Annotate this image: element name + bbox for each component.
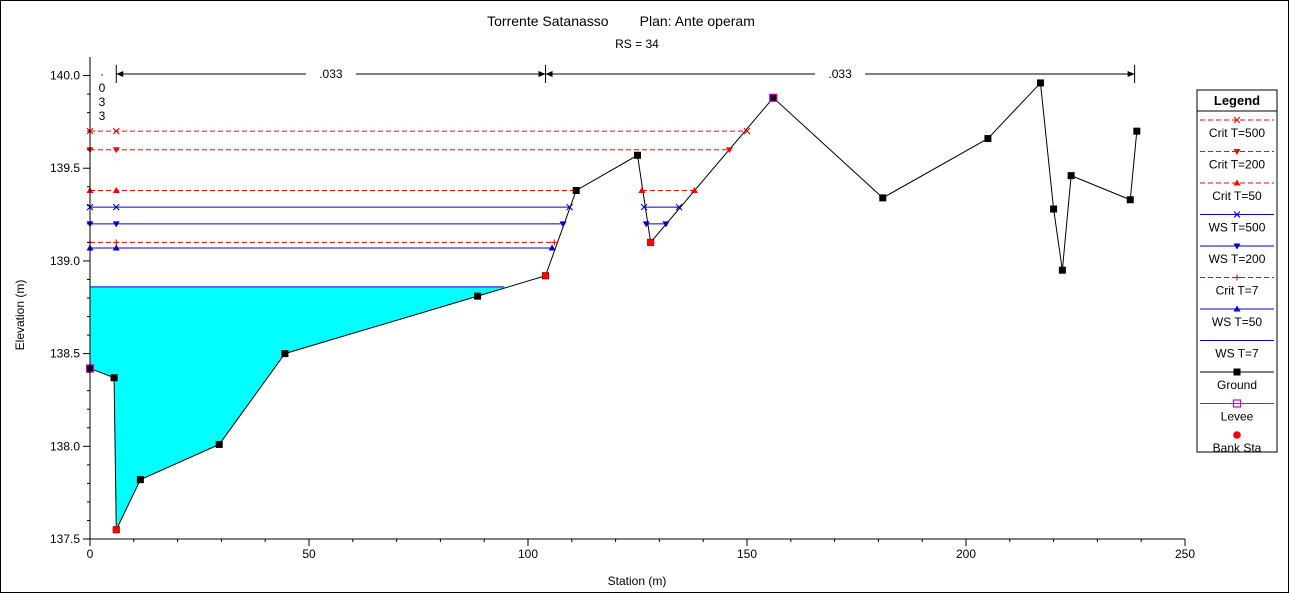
marker-crit-t-50 <box>690 186 698 193</box>
legend-swatch-marker <box>1233 368 1241 376</box>
chart-title: Torrente Satanasso Plan: Ante operam <box>487 13 755 29</box>
legend-swatch-marker <box>1233 243 1241 250</box>
marker-ws-t-200 <box>642 221 650 228</box>
ground-point <box>1126 196 1134 204</box>
bank-station-point <box>646 238 655 247</box>
legend-entry-label: WS T=200 <box>1209 252 1266 266</box>
left-bank-n-char: · <box>100 67 104 81</box>
marker-ws-t-500 <box>640 203 648 211</box>
x-axis-label: Station (m) <box>608 574 667 588</box>
marker-crit-t-200 <box>112 147 120 154</box>
marker-crit-t-7 <box>113 239 120 246</box>
marker-ws-t-500 <box>112 203 120 211</box>
water-fill-ws-t7 <box>90 286 509 530</box>
legend-entry-label: WS T=7 <box>1215 347 1259 361</box>
ground-point <box>572 186 580 194</box>
manning-arrowhead <box>538 71 546 77</box>
bank-station-point <box>541 271 550 280</box>
legend-swatch-marker <box>1233 211 1241 218</box>
ground-point <box>1067 172 1075 180</box>
x-tick-label: 200 <box>956 547 976 561</box>
ground-point <box>1036 79 1044 87</box>
marker-ws-t-500 <box>566 203 573 211</box>
marker-ws-t-200 <box>112 221 120 228</box>
legend-swatch-marker <box>1233 179 1241 186</box>
y-axis-label: Elevation (m) <box>13 280 27 351</box>
legend-box <box>1196 89 1278 453</box>
legend-swatch-marker <box>1233 431 1241 439</box>
ground-point <box>634 151 641 159</box>
levee-point <box>769 93 778 102</box>
legend-entry-label: Crit T=50 <box>1212 189 1262 203</box>
marker-crit-t-50 <box>112 186 120 193</box>
legend-swatch-marker <box>1234 274 1240 281</box>
marker-ws-t-200 <box>662 221 670 228</box>
ground-point <box>1058 266 1066 274</box>
x-tick-label: 250 <box>1175 547 1195 561</box>
legend-swatch-marker <box>1233 116 1241 124</box>
legend-swatch-marker <box>1232 399 1242 408</box>
y-tick-label: 138.0 <box>50 439 80 453</box>
marker-crit-t-500 <box>743 127 751 135</box>
legend-entry-label: WS T=500 <box>1209 221 1266 235</box>
legend: Legend Crit T=500 Crit T=200 Crit T=50 WS T=… <box>1196 89 1278 455</box>
ground-point <box>769 94 777 102</box>
marker-crit-t-500 <box>112 127 120 135</box>
marker-ws-t-50 <box>548 244 556 251</box>
legend-entry-label: Crit T=7 <box>1216 284 1259 298</box>
x-tick-label: 50 <box>302 547 316 561</box>
y-tick-label: 138.5 <box>50 347 80 361</box>
chart-subtitle: RS = 34 <box>615 37 659 51</box>
legend-entry-label: Crit T=500 <box>1209 126 1265 140</box>
y-tick-label: 139.5 <box>50 161 80 175</box>
manning-n-label: .033 <box>319 67 343 81</box>
legend-entry-label: WS T=50 <box>1212 315 1262 329</box>
ground-point <box>879 194 887 202</box>
marker-crit-t-50 <box>638 186 646 193</box>
x-tick-label: 100 <box>518 547 538 561</box>
manning-arrowhead <box>545 71 553 77</box>
legend-entry-label: Crit T=200 <box>1209 158 1265 172</box>
ground-point <box>110 374 118 382</box>
left-bank-n-char: 3 <box>99 109 106 123</box>
marker-ws-t-200 <box>559 221 567 228</box>
x-tick-label: 150 <box>737 547 757 561</box>
manning-arrowhead <box>1127 71 1135 77</box>
ground-point <box>1050 205 1058 213</box>
ground-point <box>1133 127 1141 135</box>
marker-ws-t-50 <box>112 244 120 251</box>
legend-title: Legend <box>1214 93 1260 108</box>
marker-ws-t-500 <box>675 203 683 211</box>
marker-crit-t-7 <box>551 239 558 246</box>
y-tick-label: 139.0 <box>50 254 80 268</box>
x-tick-label: 0 <box>87 547 94 561</box>
y-tick-label: 137.5 <box>50 532 80 546</box>
left-bank-n-char: 0 <box>99 81 106 95</box>
manning-n-label: .033 <box>828 67 852 81</box>
ground-point <box>215 440 223 448</box>
legend-swatch-marker <box>1233 305 1241 312</box>
manning-arrowhead <box>116 71 124 77</box>
left-bank-n-char: 3 <box>99 95 106 109</box>
bank-station-point <box>112 525 121 534</box>
ground-profile <box>89 81 1138 530</box>
y-tick-label: 140.0 <box>50 69 80 83</box>
marker-crit-t-200 <box>725 147 733 154</box>
legend-entry-label: Ground <box>1217 378 1257 392</box>
legend-entry-label: Bank Sta <box>1213 441 1262 455</box>
ground-point <box>474 292 482 300</box>
legend-entry-label: Levee <box>1221 410 1254 424</box>
legend-swatch-marker <box>1233 149 1241 155</box>
ground-point <box>136 476 144 484</box>
ground-point <box>281 350 289 358</box>
ground-point <box>984 135 992 143</box>
